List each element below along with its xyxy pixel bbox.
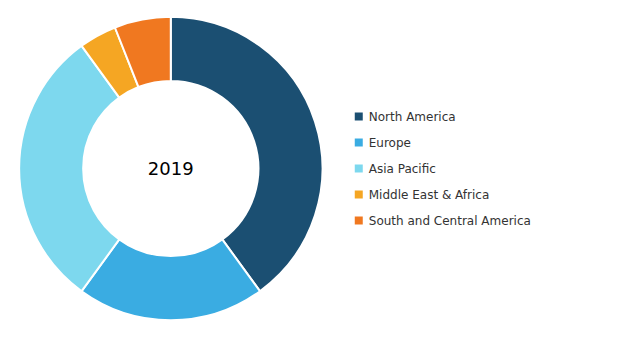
svg-text:Europe: Europe xyxy=(369,136,411,150)
svg-text:2019: 2019 xyxy=(148,158,194,179)
svg-text:North America: North America xyxy=(369,110,456,124)
svg-text:South and Central America: South and Central America xyxy=(369,214,531,228)
svg-text:Asia Pacific: Asia Pacific xyxy=(369,162,436,176)
svg-text:Middle East & Africa: Middle East & Africa xyxy=(369,188,490,202)
